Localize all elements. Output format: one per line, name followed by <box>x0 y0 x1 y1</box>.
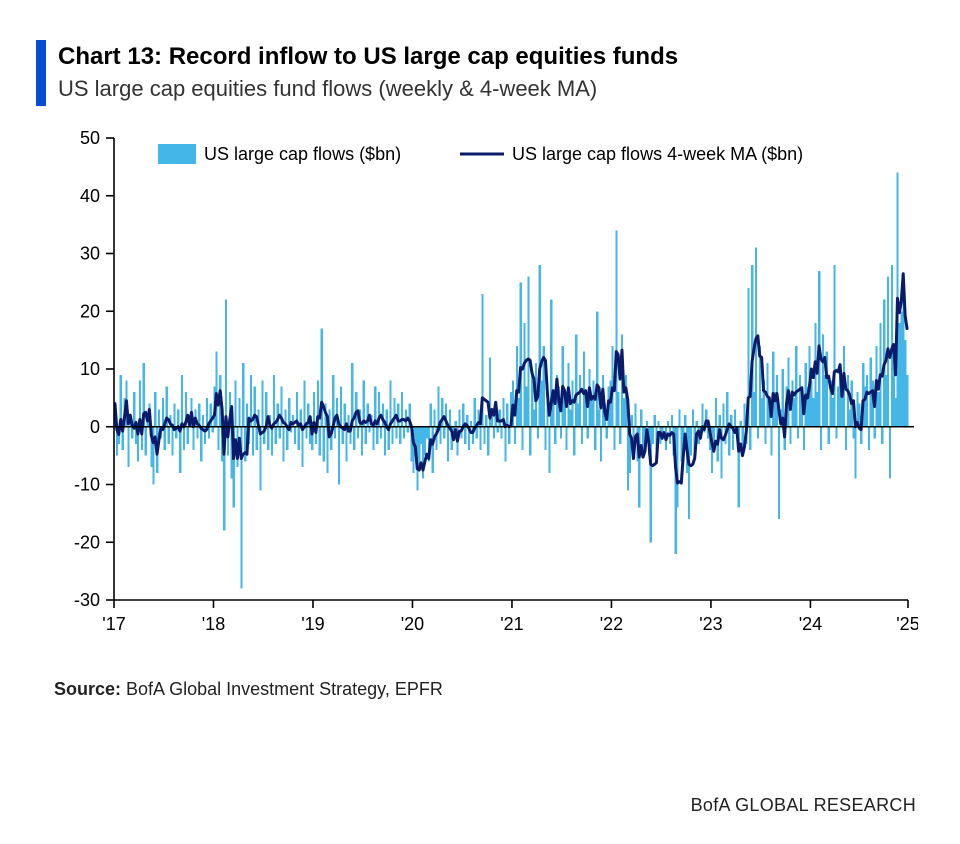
source-text: BofA Global Investment Strategy, EPFR <box>121 679 443 699</box>
legend-label-bars: US large cap flows ($bn) <box>204 144 401 164</box>
bars-group <box>114 173 908 589</box>
y-tick-label: 20 <box>80 301 100 321</box>
legend: US large cap flows ($bn) US large cap flo… <box>158 144 803 164</box>
y-tick-label: -30 <box>74 590 100 610</box>
legend-label-line: US large cap flows 4-week MA ($bn) <box>512 144 803 164</box>
title-block: Chart 13: Record inflow to US large cap … <box>36 40 924 106</box>
y-tick-label: 0 <box>90 417 100 437</box>
x-tick-label: '25 <box>896 614 918 634</box>
x-tick-label: '19 <box>301 614 324 634</box>
y-tick-label: 50 <box>80 130 100 148</box>
titles: Chart 13: Record inflow to US large cap … <box>58 40 678 102</box>
y-tick-label: -10 <box>74 475 100 495</box>
chart-title: Chart 13: Record inflow to US large cap … <box>58 42 678 72</box>
source-label: Source: <box>54 679 121 699</box>
x-tick-label: '24 <box>799 614 822 634</box>
chart-subtitle: US large cap equities fund flows (weekly… <box>58 76 678 102</box>
x-tick-label: '20 <box>401 614 424 634</box>
y-tick-label: -20 <box>74 532 100 552</box>
y-tick-label: 40 <box>80 186 100 206</box>
x-tick-label: '17 <box>102 614 125 634</box>
y-tick-label: 30 <box>80 244 100 264</box>
accent-bar <box>36 40 46 106</box>
x-tick-label: '21 <box>500 614 523 634</box>
source-line: Source: BofA Global Investment Strategy,… <box>54 679 924 700</box>
chart-svg: -30 -20 -10 0 10 20 30 40 50 '17 '18 '19 '20 '21 '22 '2… <box>48 130 918 650</box>
legend-swatch-bars <box>158 144 196 164</box>
chart-container: -30 -20 -10 0 10 20 30 40 50 '17 '18 '19 '20 '21 '22 '2… <box>48 130 924 655</box>
y-tick-label: 10 <box>80 359 100 379</box>
x-tick-label: '23 <box>699 614 722 634</box>
brand-label: BofA GLOBAL RESEARCH <box>691 795 916 816</box>
x-tick-label: '22 <box>600 614 623 634</box>
x-tick-label: '18 <box>202 614 225 634</box>
